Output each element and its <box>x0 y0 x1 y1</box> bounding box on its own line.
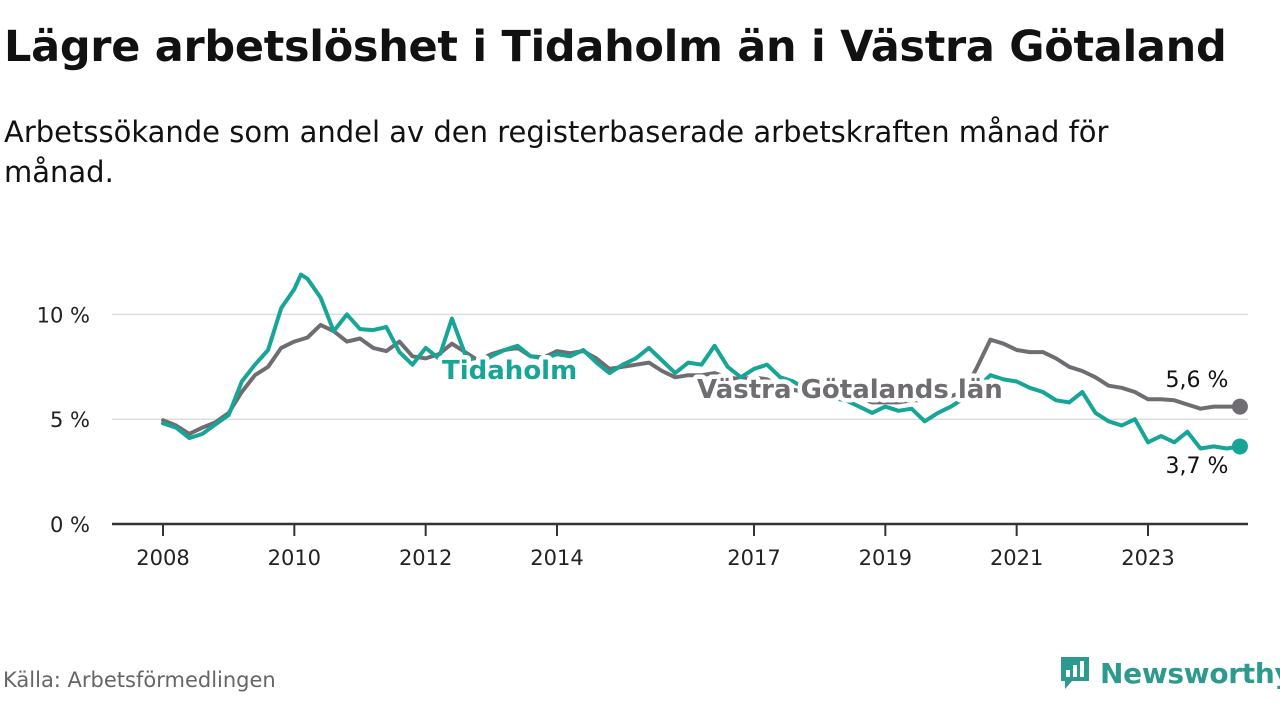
x-tick-label: 2014 <box>530 546 583 570</box>
x-tick-label: 2010 <box>268 546 321 570</box>
newsworthy-logo-icon <box>1061 657 1089 689</box>
series-end-marker-tidaholm <box>1231 438 1248 455</box>
y-tick-label: 5 % <box>50 408 90 432</box>
series-label-tidaholm: Tidaholm <box>442 356 577 386</box>
x-tick-label: 2021 <box>990 546 1043 570</box>
end-value-label-tidaholm: 3,7 % <box>1166 454 1229 479</box>
brand-logo: Newsworthy <box>1058 653 1280 693</box>
series-label-vastra-gotaland: Västra Götalands län <box>697 375 1003 405</box>
x-axis-ticks: 2008 2010 2012 2014 2017 2019 2021 2023 <box>136 524 1175 570</box>
x-tick-label: 2012 <box>399 546 452 570</box>
x-tick-label: 2019 <box>859 546 912 570</box>
brand-name: Newsworthy <box>1100 656 1280 690</box>
end-value-label-vastra-gotaland: 5,6 % <box>1166 368 1229 393</box>
series-end-marker-vastra-gotalands-lan <box>1231 398 1248 415</box>
series-line-tidaholm <box>161 272 1242 451</box>
y-axis-ticks: 0 % 5 % 10 % <box>37 303 90 537</box>
source-credit: Källa: Arbetsförmedlingen <box>3 668 276 692</box>
x-tick-label: 2023 <box>1121 546 1174 570</box>
chart-subtitle: Arbetssökande som andel av den registerb… <box>4 115 1109 189</box>
chart-title: Lägre arbetslöshet i Tidaholm än i Västr… <box>4 22 1227 72</box>
y-tick-label: 10 % <box>37 303 90 327</box>
y-tick-label: 0 % <box>50 513 90 537</box>
x-tick-label: 2017 <box>727 546 780 570</box>
x-tick-label: 2008 <box>136 546 189 570</box>
series-line-vastra-gotalands-lan <box>161 322 1242 436</box>
gridlines <box>112 313 1248 420</box>
series-lines <box>161 272 1248 455</box>
series-labels: Tidaholm Västra Götalands län 5,6 % 3,7 % <box>438 352 1229 480</box>
